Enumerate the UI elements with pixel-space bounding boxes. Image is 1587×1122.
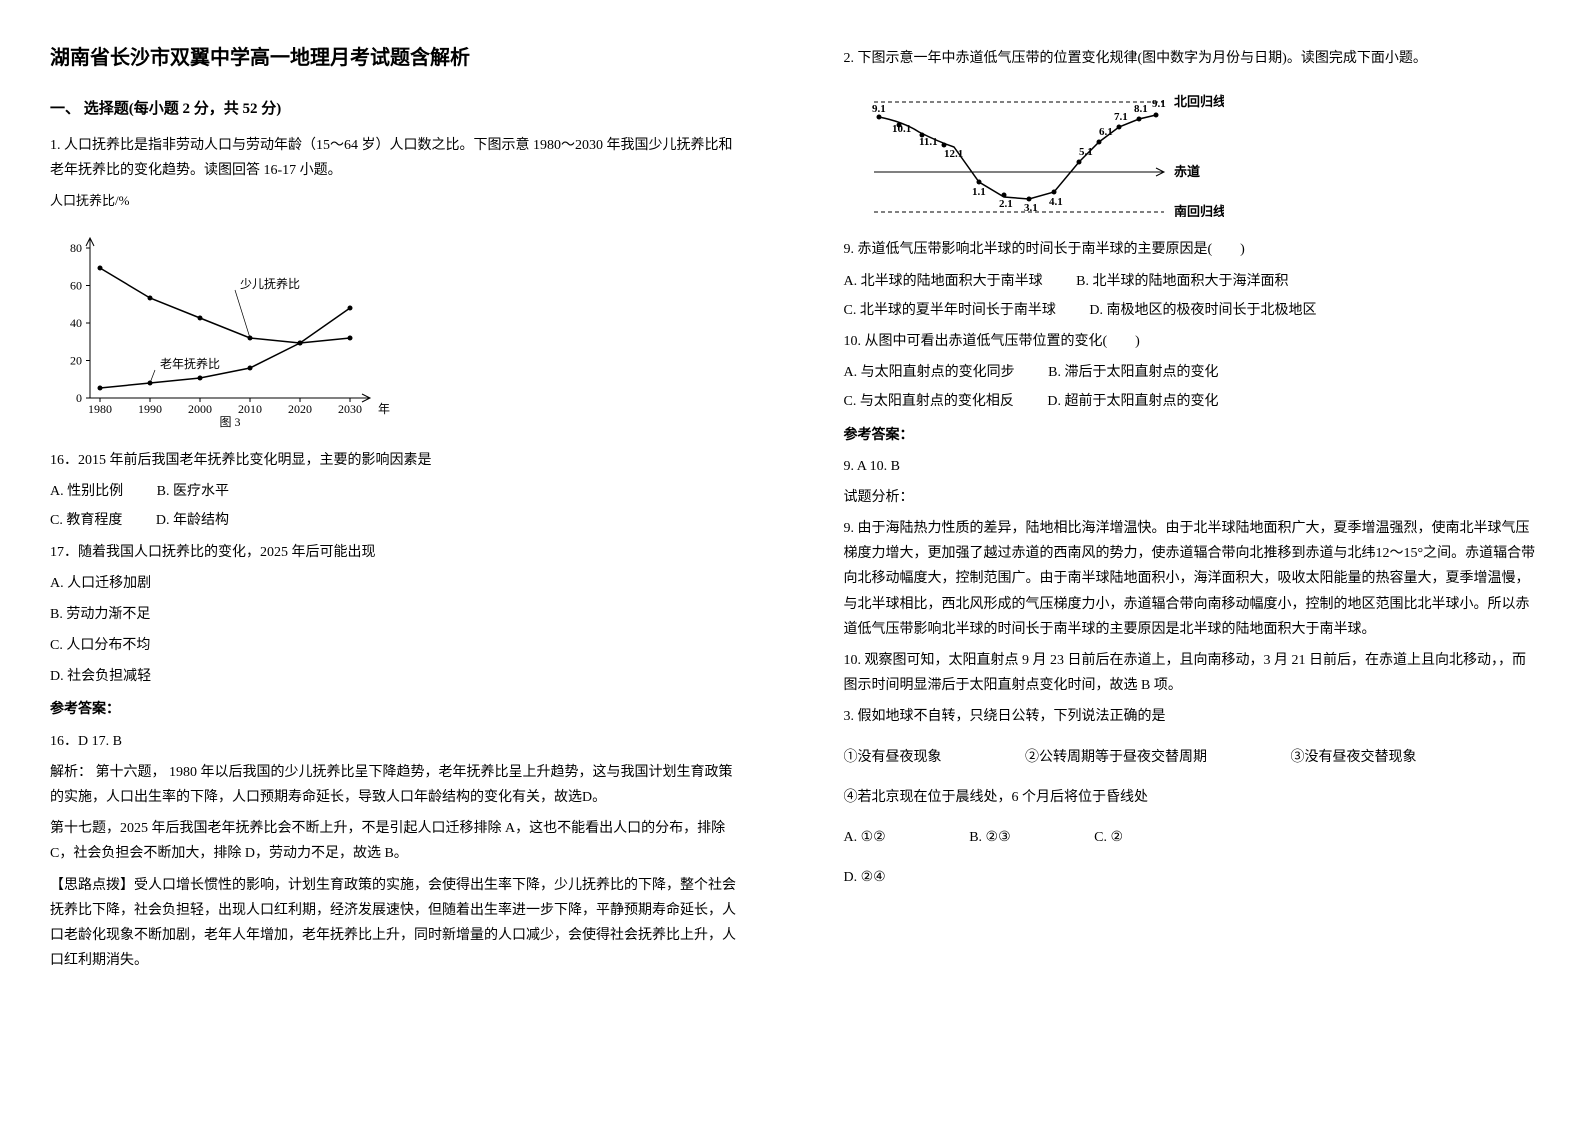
svg-text:1990: 1990 [138,402,162,416]
q16-stem: 16．2015 年前后我国老年抚养比变化明显，主要的影响因素是 [50,448,744,473]
svg-text:少儿抚养比: 少儿抚养比 [240,276,300,291]
q3-item3: ③没有昼夜交替现象 [1291,745,1417,770]
svg-text:12.1: 12.1 [944,148,963,160]
svg-text:60: 60 [70,278,82,292]
q16-opts-row2: C. 教育程度 D. 年龄结构 [50,508,744,533]
q9-opt-c: C. 北半球的夏半年时间长于南半球 [844,298,1056,323]
svg-text:3.1: 3.1 [1024,202,1038,214]
q10-opt-a: A. 与太阳直射点的变化同步 [844,360,1015,385]
svg-text:北回归线: 北回归线 [1174,94,1224,109]
q3-item1: ①没有昼夜现象 [844,745,942,770]
svg-text:20: 20 [70,353,82,367]
q3-opt-a: A. ①② [844,825,886,850]
svg-text:赤道: 赤道 [1174,164,1200,179]
chart-caption: 人口抚养比/% [50,189,744,212]
q17-opt-b: B. 劳动力渐不足 [50,602,744,627]
q16-opts-row1: A. 性别比例 B. 医疗水平 [50,479,744,504]
svg-text:6.1: 6.1 [1099,126,1113,138]
q16-opt-a: A. 性别比例 [50,479,123,504]
q10-opt-d: D. 超前于太阳直射点的变化 [1047,389,1218,414]
svg-text:2010: 2010 [238,402,262,416]
q16-opt-c: C. 教育程度 [50,508,122,533]
q2-stem: 2. 下图示意一年中赤道低气压带的位置变化规律(图中数字为月份与日期)。读图完成… [844,46,1538,71]
svg-text:2020: 2020 [288,402,312,416]
q3-opt-d: D. ②④ [844,865,1538,890]
right-column: 2. 下图示意一年中赤道低气压带的位置变化规律(图中数字为月份与日期)。读图完成… [794,0,1587,1122]
q17-opt-c: C. 人口分布不均 [50,633,744,658]
svg-text:8.1: 8.1 [1134,103,1148,115]
q17-opt-d: D. 社会负担减轻 [50,664,744,689]
q10-row2: C. 与太阳直射点的变化相反 D. 超前于太阳直射点的变化 [844,389,1538,414]
svg-text:2030: 2030 [338,402,362,416]
q16-opt-d: D. 年龄结构 [156,508,229,533]
q1-expl1: 解析： 第十六题， 1980 年以后我国的少儿抚养比呈下降趋势，老年抚养比呈上升… [50,760,744,810]
page-title: 湖南省长沙市双翼中学高一地理月考试题含解析 [50,40,744,76]
svg-text:图 3: 图 3 [219,415,240,428]
q10-opt-c: C. 与太阳直射点的变化相反 [844,389,1014,414]
q3-items: ①没有昼夜现象 ②公转周期等于昼夜交替周期 ③没有昼夜交替现象 [844,745,1538,770]
q3-opt-c: C. ② [1094,825,1123,850]
q3-opt-b: B. ②③ [969,825,1010,850]
svg-text:老年抚养比: 老年抚养比 [160,356,220,371]
q1-expl3: 【思路点拨】受人口增长惯性的影响，计划生育政策的实施，会使得出生率下降，少儿抚养… [50,873,744,974]
dependency-ratio-chart: 0 20 40 60 80 1980 1990 2000 2010 2020 2030 年 少儿抚养比老… [50,228,390,428]
q17-opt-a: A. 人口迁移加剧 [50,571,744,596]
section-heading: 一、 选择题(每小题 2 分，共 52 分) [50,96,744,123]
q17-stem: 17．随着我国人口抚养比的变化，2025 年后可能出现 [50,540,744,565]
q3-item2: ②公转周期等于昼夜交替周期 [1025,745,1207,770]
svg-text:7.1: 7.1 [1114,111,1128,123]
svg-text:5.1: 5.1 [1079,146,1093,158]
svg-text:南回归线: 南回归线 [1174,204,1224,217]
q10-row1: A. 与太阳直射点的变化同步 B. 滞后于太阳直射点的变化 [844,360,1538,385]
svg-text:年: 年 [378,402,390,416]
q9-opt-d: D. 南极地区的极夜时间长于北极地区 [1089,298,1316,323]
svg-text:2.1: 2.1 [999,198,1013,210]
q9-opt-b: B. 北半球的陆地面积大于海洋面积 [1076,269,1288,294]
svg-text:11.1: 11.1 [919,136,938,148]
svg-text:4.1: 4.1 [1049,196,1063,208]
svg-text:1980: 1980 [88,402,112,416]
svg-text:1.1: 1.1 [972,186,986,198]
q2-expl-head: 试题分析： [844,485,1538,510]
q9-stem: 9. 赤道低气压带影响北半球的时间长于南半球的主要原因是( ) [844,237,1538,262]
svg-text:40: 40 [70,316,82,330]
itcz-diagram: 北回归线赤道南回归线 9.1 10.1 11.1 12.1 1.1 2.1 3.1 4.1 5.1… [844,87,1224,217]
left-column: 湖南省长沙市双翼中学高一地理月考试题含解析 一、 选择题(每小题 2 分，共 5… [0,0,794,1122]
q2-expl9: 9. 由于海陆热力性质的差异，陆地相比海洋增温快。由于北半球陆地面积广大，夏季增… [844,516,1538,642]
svg-text:80: 80 [70,241,82,255]
q9-row1: A. 北半球的陆地面积大于南半球 B. 北半球的陆地面积大于海洋面积 [844,269,1538,294]
q9-opt-a: A. 北半球的陆地面积大于南半球 [844,269,1043,294]
q1-answer: 16．D 17. B [50,729,744,754]
q3-item4: ④若北京现在位于晨线处，6 个月后将位于昏线处 [844,785,1538,810]
q16-opt-b: B. 医疗水平 [157,479,229,504]
q2-answer-heading: 参考答案： [844,423,1538,448]
q3-opts: A. ①② B. ②③ C. ② [844,825,1538,850]
svg-text:9.1: 9.1 [1152,98,1166,110]
q1-stem: 1. 人口抚养比是指非劳动人口与劳动年龄（15～64 岁）人口数之比。下图示意 … [50,133,744,183]
q1-expl2: 第十七题，2025 年后我国老年抚养比会不断上升，不是引起人口迁移排除 A，这也… [50,816,744,866]
svg-text:9.1: 9.1 [872,103,886,115]
q2-expl10: 10. 观察图可知，太阳直射点 9 月 23 日前后在赤道上，且向南移动，3 月… [844,648,1538,698]
q9-row2: C. 北半球的夏半年时间长于南半球 D. 南极地区的极夜时间长于北极地区 [844,298,1538,323]
answer-heading: 参考答案： [50,697,744,722]
svg-text:10.1: 10.1 [892,123,911,135]
svg-text:0: 0 [76,391,82,405]
q3-stem: 3. 假如地球不自转，只绕日公转，下列说法正确的是 [844,704,1538,729]
q10-stem: 10. 从图中可看出赤道低气压带位置的变化( ) [844,329,1538,354]
q2-answer: 9. A 10. B [844,454,1538,479]
svg-text:2000: 2000 [188,402,212,416]
q10-opt-b: B. 滞后于太阳直射点的变化 [1048,360,1218,385]
